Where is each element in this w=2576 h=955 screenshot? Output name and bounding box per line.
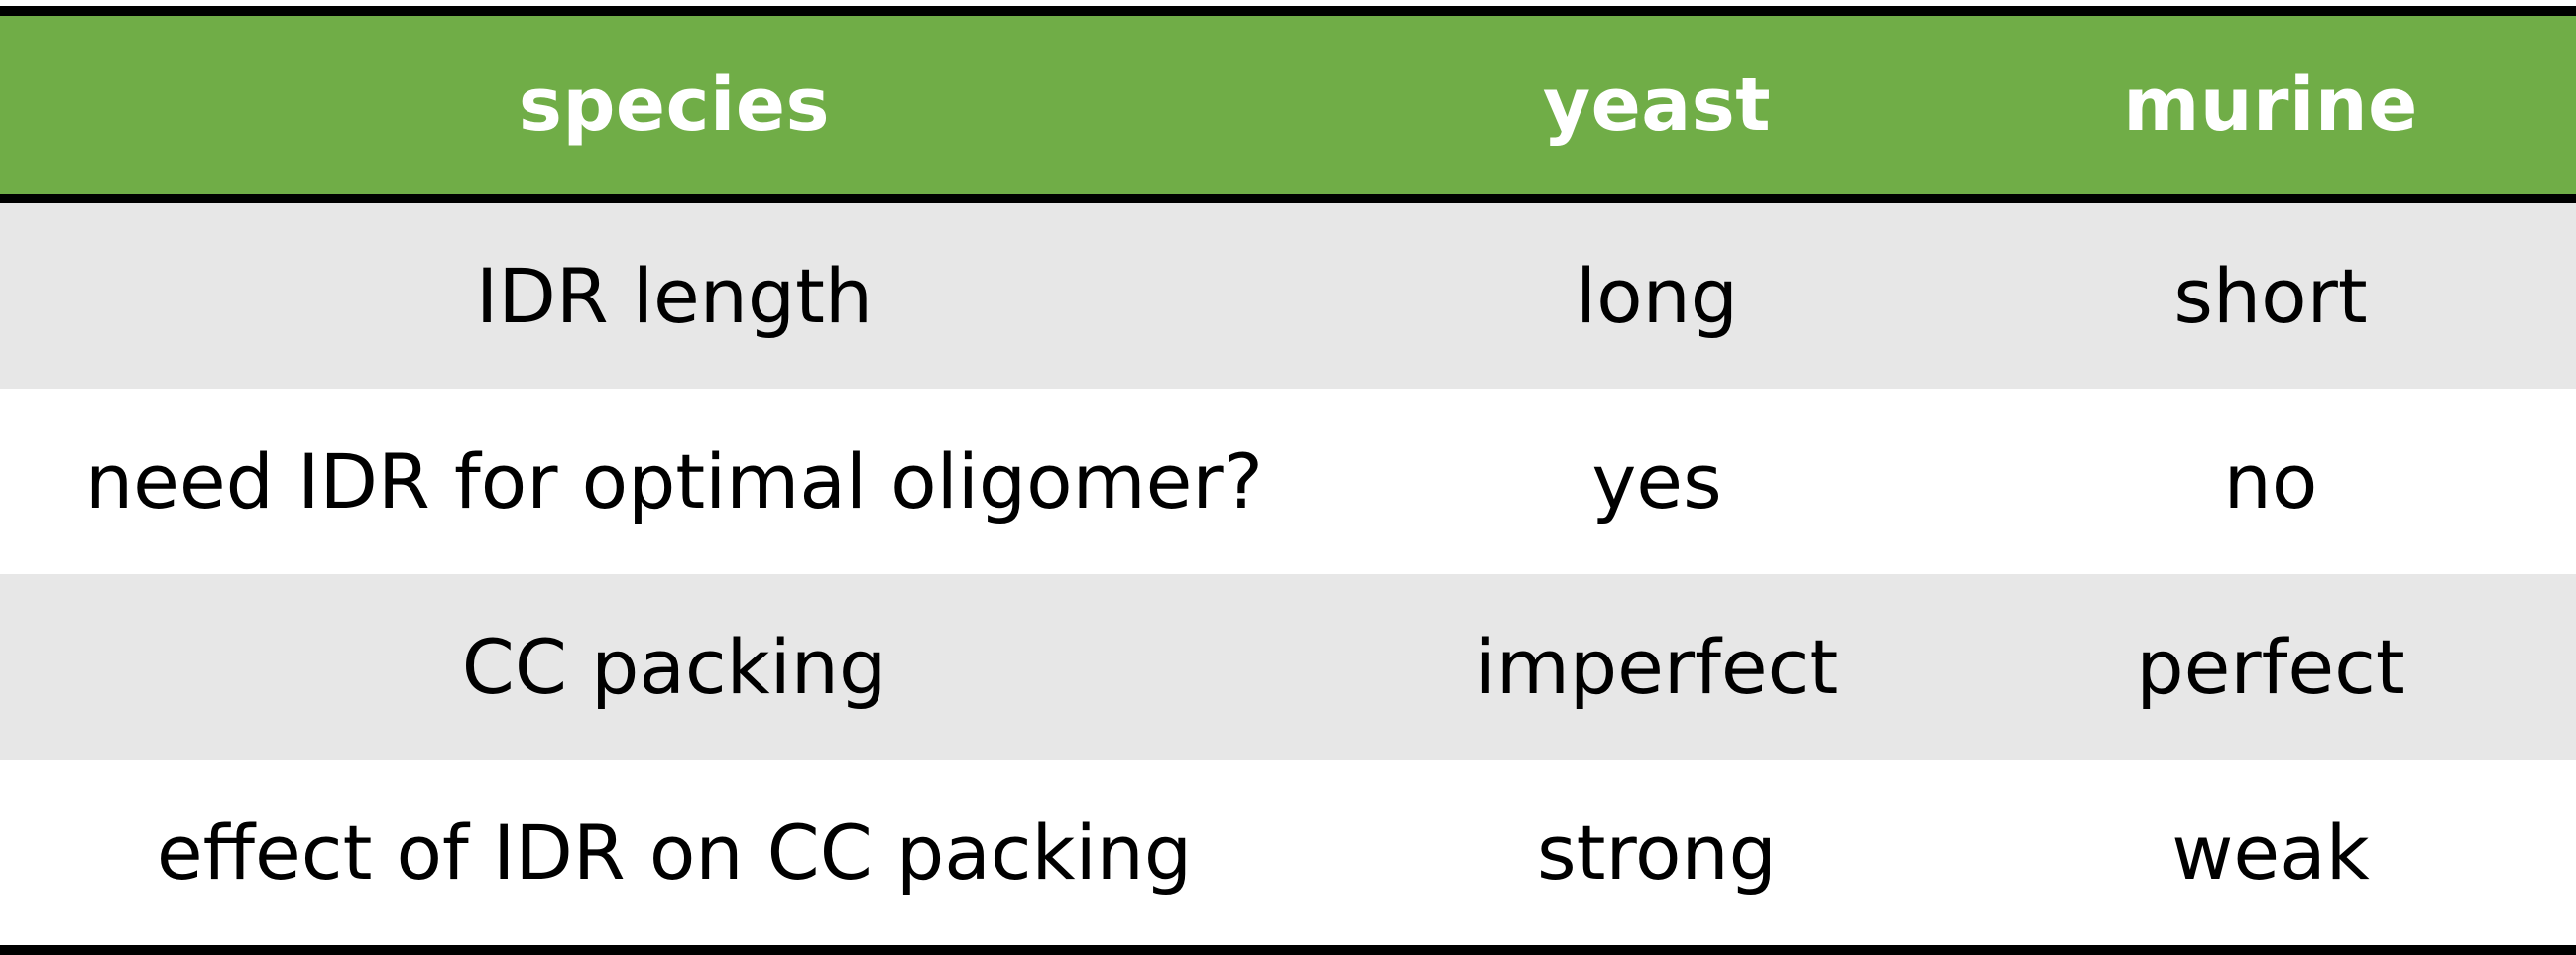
table-row: need IDR for optimal oligomer? yes no: [0, 389, 2576, 574]
row-label: effect of IDR on CC packing: [0, 760, 1348, 950]
table-header: species yeast murine: [0, 11, 2576, 203]
yeast-value: imperfect: [1348, 574, 1965, 760]
row-label: need IDR for optimal oligomer?: [0, 389, 1348, 574]
comparison-table: species yeast murine IDR length long sho…: [0, 6, 2576, 955]
header-row: species yeast murine: [0, 11, 2576, 203]
yeast-value: strong: [1348, 760, 1965, 950]
row-label: IDR length: [0, 198, 1348, 389]
yeast-value: yes: [1348, 389, 1965, 574]
yeast-value: long: [1348, 198, 1965, 389]
header-murine: murine: [1965, 11, 2576, 203]
murine-value: perfect: [1965, 574, 2576, 760]
table-row: IDR length long short: [0, 198, 2576, 389]
murine-value: no: [1965, 389, 2576, 574]
table-body: IDR length long short need IDR for optim…: [0, 198, 2576, 950]
murine-value: short: [1965, 198, 2576, 389]
murine-value: weak: [1965, 760, 2576, 950]
table-row: effect of IDR on CC packing strong weak: [0, 760, 2576, 950]
header-yeast: yeast: [1348, 11, 1965, 203]
row-label: CC packing: [0, 574, 1348, 760]
table-row: CC packing imperfect perfect: [0, 574, 2576, 760]
header-species: species: [0, 11, 1348, 203]
